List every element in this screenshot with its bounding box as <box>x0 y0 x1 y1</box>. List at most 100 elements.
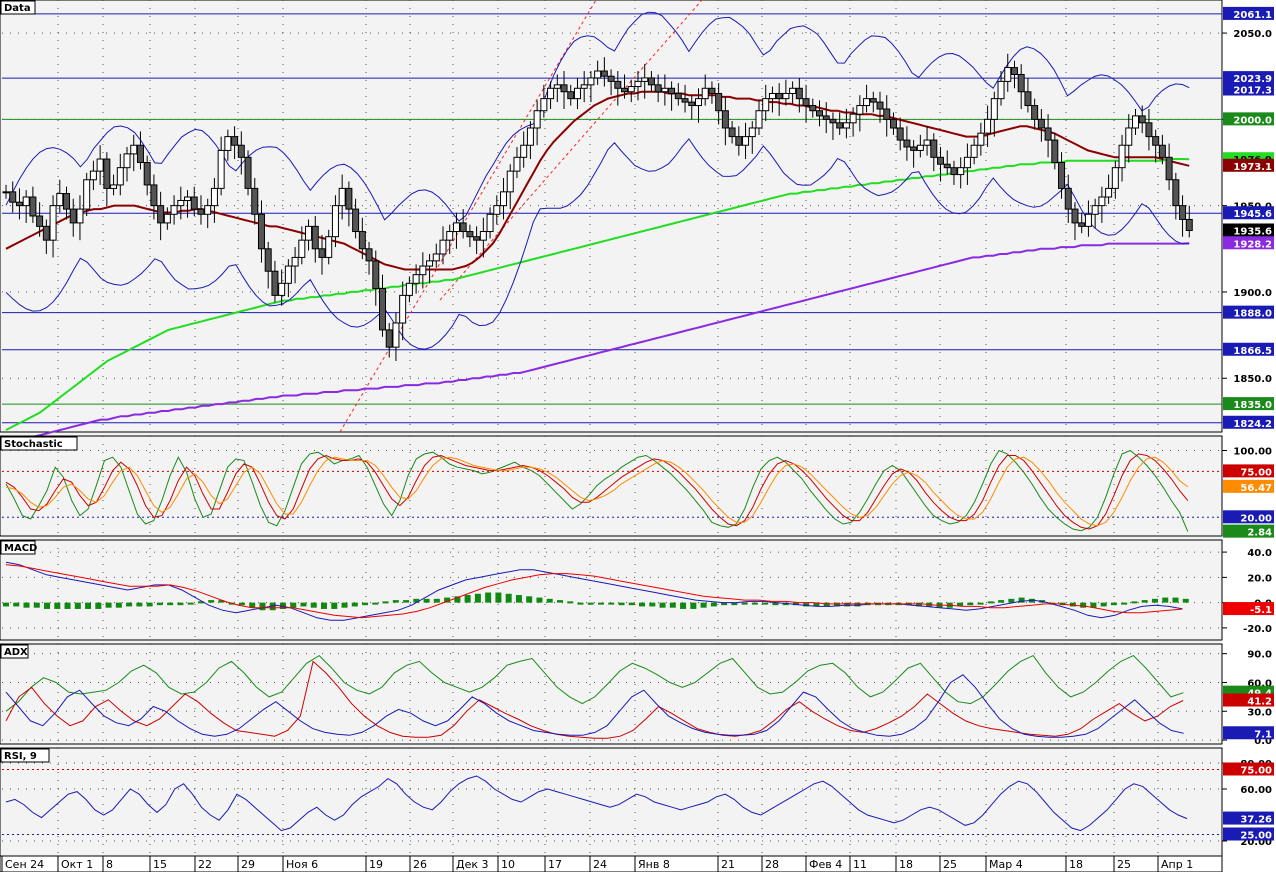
value-marker-bg <box>1223 524 1274 538</box>
macd-histogram-bar <box>731 602 738 606</box>
macd-histogram-bar <box>957 602 964 607</box>
value-marker-bg <box>1223 223 1274 237</box>
candle-body <box>271 270 279 296</box>
value-marker-bg <box>1223 510 1274 524</box>
date-axis: Сен 24 Окт 1 8 15 22 29 Ноя 6 19 26 Дек 3 10 17 24 Ян… <box>0 855 1223 873</box>
macd-histogram-bar <box>23 602 30 608</box>
value-marker-bg <box>1223 827 1274 841</box>
indicator-line <box>5 654 1184 712</box>
panel-title-box <box>0 540 36 555</box>
date-label: 18 <box>899 858 913 871</box>
candle-body <box>553 84 561 89</box>
macd-histogram-bar <box>690 602 697 609</box>
value-marker-bg <box>1223 82 1274 96</box>
price-marker-bg <box>1223 415 1274 429</box>
date-label: Янв 8 <box>638 858 670 871</box>
candle-body <box>883 108 891 120</box>
macd-histogram-bar <box>1151 598 1158 603</box>
candle-body <box>842 122 850 129</box>
candle-body <box>829 118 837 124</box>
date-label: 19 <box>369 858 383 871</box>
macd-histogram-bar <box>1182 598 1189 603</box>
candle-body <box>1118 144 1126 169</box>
value-marker-label: 41.2 <box>1247 697 1272 708</box>
macd-histogram-bar <box>54 602 61 609</box>
date-label: Фев 4 <box>809 858 842 871</box>
macd-histogram-bar <box>669 602 676 608</box>
candle-body <box>237 144 245 158</box>
value-marker-bg <box>1223 236 1274 250</box>
macd-histogram-bar <box>177 602 184 606</box>
date-label: Ноя 6 <box>286 858 318 871</box>
macd-histogram-bar <box>382 601 389 604</box>
macd-histogram-bar <box>1121 602 1128 605</box>
candle-body <box>540 98 548 112</box>
value-marker-label: 75.00 <box>1240 467 1272 478</box>
candle-body <box>298 239 306 258</box>
candle-body <box>412 274 420 284</box>
date-label: 29 <box>241 858 255 871</box>
macd-histogram-bar <box>331 602 338 609</box>
candle-body <box>957 167 965 176</box>
macd-histogram-bar <box>987 601 994 604</box>
candle-body <box>990 98 998 120</box>
candle-body <box>311 225 319 250</box>
macd-histogram-bar <box>269 602 276 611</box>
macd-histogram-bar <box>105 602 112 608</box>
candle-body <box>103 158 111 189</box>
candle-body <box>1058 162 1066 189</box>
panel-frame <box>0 643 1223 745</box>
candle-body <box>244 156 252 189</box>
value-marker-bg <box>1223 479 1274 493</box>
candle-body <box>587 77 595 86</box>
macd-histogram-bar <box>187 602 194 605</box>
candle-body <box>365 248 373 262</box>
indicator-line <box>5 564 1183 619</box>
date-label: 25 <box>1117 858 1131 871</box>
macd-histogram-bar <box>659 602 666 608</box>
bollinger-upper <box>5 11 1190 222</box>
date-label: 22 <box>198 858 212 871</box>
candle-body <box>459 222 467 233</box>
macd-histogram-bar <box>249 602 256 608</box>
candle-body <box>560 84 568 93</box>
candle-body <box>426 260 434 267</box>
candle-body <box>63 193 71 210</box>
candle-body <box>130 144 138 155</box>
candle-body <box>789 87 797 94</box>
candle-body <box>486 213 494 233</box>
candle-body <box>217 149 225 189</box>
value-marker-label: 37.26 <box>1240 815 1272 826</box>
candle-body <box>190 196 198 210</box>
value-marker-label: 25.00 <box>1240 831 1272 842</box>
macd-histogram-bar <box>649 602 656 607</box>
candle-body <box>1051 139 1059 163</box>
date-label: Сен 24 <box>5 858 44 871</box>
candle-body <box>809 105 817 112</box>
value-marker-label: 75.00 <box>1240 766 1272 777</box>
candle-body <box>116 167 124 186</box>
macd-histogram-bar <box>85 602 92 609</box>
macd-histogram-bar <box>197 601 204 604</box>
candle-body <box>607 75 615 82</box>
macd-histogram-bar <box>146 602 153 607</box>
macd-histogram-bar <box>44 602 51 609</box>
y-tick-label: 60.00 <box>1240 785 1272 796</box>
candle-body <box>331 205 339 238</box>
candle-body <box>701 87 709 100</box>
candle-body <box>923 139 931 146</box>
macd-histogram-bar <box>136 602 143 607</box>
candle-body <box>419 265 427 276</box>
value-marker-label: 1973.1 <box>1233 162 1272 173</box>
panel-frame <box>0 539 1223 641</box>
candle-body <box>694 98 702 107</box>
candle-body <box>762 98 770 112</box>
candle-body <box>204 205 212 215</box>
candle-body <box>822 115 830 120</box>
candle-body <box>661 87 669 93</box>
candle-body <box>83 179 91 210</box>
candle-body <box>197 208 205 215</box>
date-label: 28 <box>765 858 779 871</box>
